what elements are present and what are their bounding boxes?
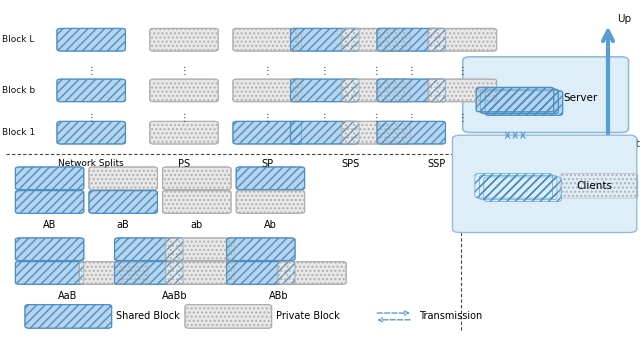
FancyBboxPatch shape <box>236 191 305 213</box>
Text: Block L: Block L <box>2 35 35 44</box>
FancyBboxPatch shape <box>15 167 84 190</box>
FancyBboxPatch shape <box>150 121 218 144</box>
Text: AaB: AaB <box>58 291 77 301</box>
Text: ⋮: ⋮ <box>320 66 330 76</box>
FancyBboxPatch shape <box>428 79 497 102</box>
Text: Ab: Ab <box>264 220 277 230</box>
FancyBboxPatch shape <box>15 191 84 213</box>
Text: ⋮: ⋮ <box>371 66 381 76</box>
FancyBboxPatch shape <box>291 121 359 144</box>
FancyBboxPatch shape <box>185 305 272 328</box>
FancyBboxPatch shape <box>458 137 634 230</box>
FancyBboxPatch shape <box>25 305 112 328</box>
FancyBboxPatch shape <box>476 87 554 112</box>
Text: aB: aB <box>117 220 129 230</box>
FancyBboxPatch shape <box>291 79 359 102</box>
Text: Server: Server <box>563 93 598 103</box>
Text: Block 1: Block 1 <box>2 128 35 137</box>
Text: ⋮: ⋮ <box>458 66 467 76</box>
Text: Up: Up <box>618 14 632 24</box>
FancyBboxPatch shape <box>115 238 183 261</box>
FancyBboxPatch shape <box>89 191 157 213</box>
FancyBboxPatch shape <box>342 79 410 102</box>
FancyBboxPatch shape <box>150 79 218 102</box>
FancyBboxPatch shape <box>166 238 234 261</box>
Text: ⋮: ⋮ <box>458 113 467 123</box>
FancyBboxPatch shape <box>463 138 632 227</box>
Text: ⋮: ⋮ <box>86 66 96 76</box>
Text: ⋮: ⋮ <box>179 66 189 76</box>
FancyBboxPatch shape <box>57 121 125 144</box>
Text: ⋮: ⋮ <box>406 113 416 123</box>
Text: ⋮: ⋮ <box>406 66 416 76</box>
Text: Clients: Clients <box>576 181 612 191</box>
FancyBboxPatch shape <box>57 79 125 102</box>
FancyBboxPatch shape <box>481 89 558 114</box>
FancyBboxPatch shape <box>236 167 305 190</box>
FancyBboxPatch shape <box>485 91 563 115</box>
Text: ⋮: ⋮ <box>262 66 272 76</box>
Text: SSP: SSP <box>428 159 446 169</box>
Text: Bottom: Bottom <box>618 139 640 149</box>
FancyBboxPatch shape <box>377 121 445 144</box>
FancyBboxPatch shape <box>233 121 301 144</box>
FancyBboxPatch shape <box>89 167 157 190</box>
Text: ⋮: ⋮ <box>320 113 330 123</box>
FancyBboxPatch shape <box>475 174 552 198</box>
Text: Transmission: Transmission <box>419 311 483 321</box>
Text: AaBb: AaBb <box>161 291 188 301</box>
FancyBboxPatch shape <box>342 121 410 144</box>
FancyBboxPatch shape <box>484 177 561 201</box>
Text: Network Splits: Network Splits <box>58 159 124 168</box>
Text: Block b: Block b <box>2 86 35 95</box>
FancyBboxPatch shape <box>115 262 183 284</box>
Text: SP: SP <box>261 159 273 169</box>
FancyBboxPatch shape <box>163 191 231 213</box>
FancyBboxPatch shape <box>15 262 84 284</box>
FancyBboxPatch shape <box>233 28 301 51</box>
Text: ⋮: ⋮ <box>179 113 189 123</box>
FancyBboxPatch shape <box>278 262 346 284</box>
Text: ⋮: ⋮ <box>262 113 272 123</box>
FancyBboxPatch shape <box>150 28 218 51</box>
Text: ⋮: ⋮ <box>371 113 381 123</box>
Text: AB: AB <box>43 220 56 230</box>
FancyBboxPatch shape <box>227 262 295 284</box>
FancyBboxPatch shape <box>79 262 148 284</box>
FancyBboxPatch shape <box>227 238 295 261</box>
FancyBboxPatch shape <box>463 57 628 132</box>
Text: ⋮: ⋮ <box>86 113 96 123</box>
FancyBboxPatch shape <box>479 175 557 200</box>
Text: PS: PS <box>178 159 190 169</box>
FancyBboxPatch shape <box>291 28 359 51</box>
FancyBboxPatch shape <box>452 135 637 233</box>
FancyBboxPatch shape <box>166 262 234 284</box>
FancyBboxPatch shape <box>377 28 445 51</box>
Text: ABb: ABb <box>269 291 289 301</box>
FancyBboxPatch shape <box>560 174 637 198</box>
FancyBboxPatch shape <box>377 79 445 102</box>
FancyBboxPatch shape <box>428 28 497 51</box>
Text: Shared Block: Shared Block <box>116 311 179 321</box>
Text: SPS: SPS <box>341 159 360 169</box>
FancyBboxPatch shape <box>342 28 410 51</box>
FancyBboxPatch shape <box>233 79 301 102</box>
FancyBboxPatch shape <box>57 28 125 51</box>
Text: ab: ab <box>191 220 203 230</box>
Text: Private Block: Private Block <box>275 311 339 321</box>
FancyBboxPatch shape <box>15 238 84 261</box>
FancyBboxPatch shape <box>163 167 231 190</box>
